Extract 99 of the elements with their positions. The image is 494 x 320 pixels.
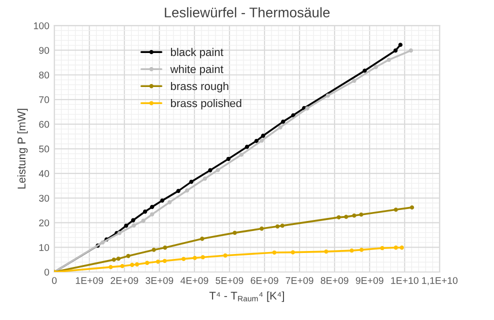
point (393, 48, 398, 53)
point (120, 264, 124, 268)
point (131, 218, 136, 222)
point (100, 240, 105, 245)
y-tick-label: 70 (39, 96, 50, 104)
chart-title: Lesliewürfel - Thermosäule (164, 7, 330, 18)
x-tick-label: 1E+09 (76, 277, 104, 284)
y-tick-label: 80 (39, 72, 50, 78)
x-tick-label: 1,1E+10 (422, 277, 458, 286)
point (226, 156, 231, 161)
point (160, 198, 164, 203)
y-tick-label: 40 (38, 170, 50, 178)
point (182, 256, 186, 262)
point (408, 48, 414, 53)
y-tick-label: 60 (39, 120, 50, 128)
point (362, 68, 367, 73)
point (108, 264, 113, 270)
point (324, 249, 328, 254)
point (280, 224, 284, 228)
x-tick-label: 0 (52, 277, 57, 284)
point (124, 224, 128, 228)
point (168, 200, 172, 204)
x-tick-label: 7E+09 (286, 277, 314, 284)
point (239, 152, 244, 157)
point (336, 215, 341, 220)
point (162, 246, 168, 250)
point (374, 64, 378, 70)
point (261, 134, 266, 138)
point (200, 255, 205, 260)
point (202, 176, 208, 181)
point (386, 58, 391, 62)
x-tick-label: 9E+09 (356, 277, 384, 284)
point (116, 256, 121, 261)
point (126, 254, 130, 258)
point (152, 248, 156, 252)
point (244, 144, 250, 149)
x-tick-label: 1E+10 (391, 277, 418, 284)
point (208, 168, 212, 172)
point (280, 120, 286, 124)
point (350, 248, 354, 253)
point (189, 180, 194, 184)
legend-label: white paint (170, 64, 224, 76)
x-tick-label: 3E+09 (146, 277, 174, 284)
point (290, 250, 295, 254)
point (254, 138, 259, 143)
legend-label: brass rough (171, 82, 228, 92)
x-tick-label: 6E+09 (250, 277, 278, 284)
point (150, 204, 154, 210)
point (275, 224, 280, 228)
x-axis-title: T⁴ - T$_{Raum}$⁴ [K⁴] (209, 291, 284, 302)
point (398, 42, 403, 47)
y-tick-label: 30 (39, 194, 50, 202)
legend-label: black paint (171, 48, 224, 58)
point (232, 230, 237, 235)
y-tick-label: 100 (34, 22, 50, 30)
y-axis-title: Leistung P [mW] (17, 108, 28, 189)
x-tick-label: 5E+09 (216, 277, 244, 284)
point (176, 188, 180, 194)
point (192, 256, 197, 260)
point (223, 253, 228, 258)
x-tick-label: 4E+09 (180, 277, 208, 284)
point (134, 262, 140, 266)
y-tick-label: 10 (39, 244, 50, 251)
point (145, 260, 150, 265)
point (380, 246, 384, 250)
point (260, 226, 264, 231)
point (410, 205, 414, 210)
point (305, 106, 310, 110)
point (359, 212, 364, 217)
point (352, 213, 356, 218)
point (260, 138, 264, 143)
y-tick-label: 20 (39, 219, 50, 226)
point (278, 125, 282, 130)
x-tick-label: 2E+09 (110, 277, 138, 284)
x-tick-label: 8E+09 (320, 277, 348, 284)
point (352, 78, 356, 83)
point (156, 260, 160, 264)
point (132, 223, 136, 228)
point (142, 210, 148, 214)
legend-label: brass polished (171, 98, 242, 110)
point (185, 188, 190, 193)
point (394, 208, 398, 212)
point (272, 250, 276, 255)
point (150, 212, 154, 216)
point (344, 214, 348, 219)
point (216, 168, 220, 172)
point (117, 230, 122, 236)
point (112, 258, 116, 262)
point (359, 248, 364, 252)
point (200, 236, 204, 241)
point (326, 93, 330, 98)
y-tick-label: 50 (39, 146, 50, 152)
point (400, 246, 404, 250)
y-tick-label: 0 (44, 268, 50, 276)
point (130, 262, 134, 267)
y-tick-label: 90 (39, 46, 50, 54)
point (394, 246, 398, 250)
point (162, 258, 167, 263)
point (141, 218, 146, 223)
